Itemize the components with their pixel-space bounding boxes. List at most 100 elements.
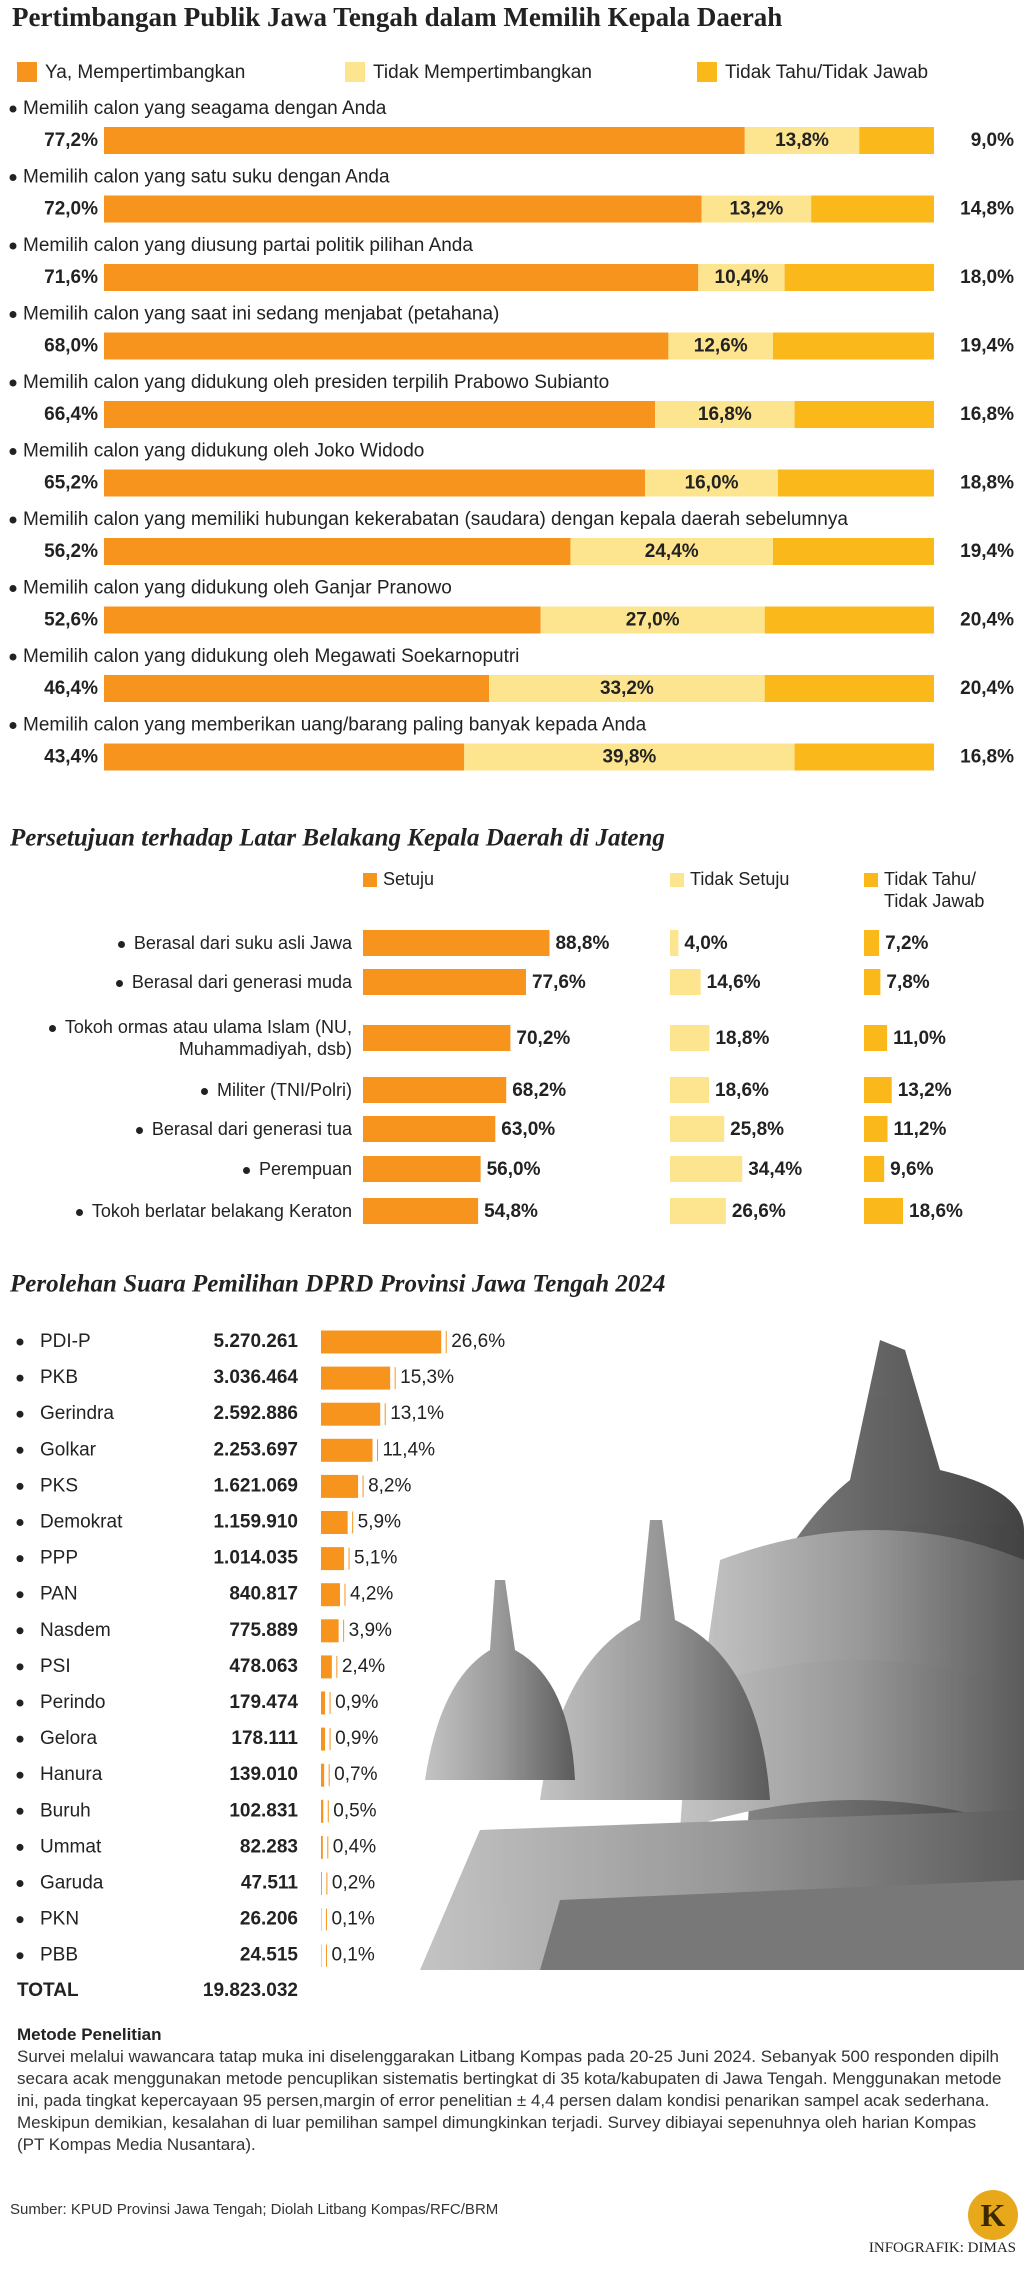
bar	[670, 1156, 743, 1182]
method-title: Metode Penelitian	[17, 2025, 162, 2044]
bar-segment	[645, 469, 778, 497]
value-label: 26,6%	[451, 1331, 505, 1352]
value-label: 15,3%	[400, 1367, 454, 1388]
bar	[864, 1077, 892, 1103]
bar	[363, 1198, 479, 1224]
value-label: 19,4%	[960, 336, 1014, 357]
bar	[363, 930, 550, 956]
legend-label: Tidak Tahu/Tidak Jawab	[725, 62, 928, 83]
bar-segment	[104, 606, 541, 634]
legend-swatch	[363, 873, 377, 887]
legend-swatch	[670, 873, 684, 887]
category-label: PAN	[40, 1584, 78, 1605]
category-label: PKN	[40, 1909, 79, 1930]
bar-segment	[540, 606, 765, 634]
bar	[363, 969, 526, 995]
value-label: 12,6%	[694, 336, 748, 357]
category-label: Memilih calon yang memberikan uang/baran…	[23, 715, 647, 736]
value-label: 18,6%	[715, 1080, 769, 1101]
value-label: 16,8%	[698, 404, 752, 425]
value-label: 20,4%	[960, 610, 1014, 631]
category-label: Memilih calon yang saat ini sedang menja…	[23, 304, 499, 325]
bullet	[16, 1627, 24, 1635]
bar-segment	[698, 264, 785, 291]
bar	[321, 1330, 442, 1354]
bar-segment	[772, 538, 934, 565]
value-label: 27,0%	[626, 610, 680, 631]
value-label: 0,9%	[335, 1728, 378, 1749]
value-label: 0,1%	[331, 1945, 374, 1966]
bar-segment	[668, 332, 773, 360]
category-label-box: Berasal dari generasi tua	[8, 1104, 352, 1154]
value-label: 8,2%	[368, 1475, 411, 1496]
value-label: 0,9%	[335, 1692, 378, 1713]
bar-segment	[464, 743, 795, 771]
bar	[864, 969, 881, 995]
chart-title: Pertimbangan Publik Jawa Tengah dalam Me…	[12, 2, 782, 32]
category-label: Memilih calon yang didukung oleh Joko Wi…	[23, 441, 424, 462]
bullet	[9, 174, 17, 181]
vote-count: 139.010	[229, 1764, 298, 1785]
value-label: 11,4%	[383, 1439, 436, 1460]
value-label: 18,0%	[960, 267, 1014, 288]
category-label: PBB	[40, 1945, 78, 1966]
bullet	[16, 1916, 24, 1924]
vote-count: 102.831	[229, 1800, 298, 1821]
bullet	[16, 1771, 24, 1779]
bar-segment	[764, 675, 934, 702]
value-label: 52,6%	[44, 610, 98, 631]
vote-count: 840.817	[229, 1584, 298, 1605]
category-label: Golkar	[40, 1439, 97, 1460]
value-label: 16,8%	[960, 747, 1014, 768]
bullet	[16, 1555, 24, 1563]
temple-illustration	[420, 1340, 1024, 1970]
value-label: 13,1%	[390, 1403, 444, 1424]
category-label-box: Berasal dari generasi muda	[8, 957, 352, 1007]
bullet	[16, 1519, 24, 1526]
value-label: 14,6%	[707, 972, 761, 993]
category-label: PPP	[40, 1548, 78, 1569]
bar-segment	[104, 264, 699, 291]
vote-count: 179.474	[229, 1692, 298, 1713]
value-label: 18,8%	[960, 473, 1014, 494]
bar	[321, 1402, 381, 1426]
source: Sumber: KPUD Provinsi Jawa Tengah; Diola…	[10, 2201, 499, 2218]
vote-count: 24.515	[240, 1945, 299, 1966]
bar	[321, 1511, 348, 1534]
value-label: 7,2%	[885, 933, 928, 954]
category-label: Memilih calon yang memiliki hubungan kek…	[23, 509, 848, 530]
bullet	[9, 379, 17, 387]
method: Metode Penelitian Survei melalui wawanca…	[17, 2024, 1007, 2156]
vote-count: 775.889	[229, 1620, 298, 1641]
category-label: Gerindra	[40, 1403, 114, 1424]
category-label: Berasal dari generasi muda	[116, 971, 352, 993]
bullet	[16, 1663, 24, 1671]
vote-count: 2.592.886	[213, 1403, 298, 1424]
bar	[363, 1025, 511, 1051]
method-text: Survei melalui wawancara tatap muka ini …	[17, 2047, 1002, 2154]
bullet	[16, 1338, 24, 1346]
logo: K	[968, 2190, 1018, 2240]
bar-segment	[570, 538, 773, 565]
bar	[321, 1547, 345, 1571]
category-label: Berasal dari generasi tua	[136, 1118, 352, 1140]
value-label: 43,4%	[44, 747, 98, 768]
value-label: 18,8%	[715, 1028, 769, 1049]
bullet	[16, 1699, 24, 1707]
value-label: 9,0%	[971, 130, 1014, 151]
legend-label-box: Setuju	[383, 869, 434, 889]
bar-segment	[811, 195, 934, 223]
bullet	[9, 448, 17, 455]
value-label: 24,4%	[645, 541, 699, 562]
value-label: 77,2%	[44, 130, 98, 151]
bullet	[9, 585, 17, 592]
category-label: Memilih calon yang diusung partai politi…	[23, 235, 473, 256]
category-label: Tokoh ormas atau ulama Islam (NU, Muhamm…	[8, 1016, 352, 1060]
legend-label-box: Tidak Setuju	[690, 869, 789, 889]
value-label: 0,4%	[333, 1836, 376, 1857]
value-label: 33,2%	[600, 678, 654, 699]
bullet	[16, 1880, 24, 1887]
vote-count: 478.063	[229, 1656, 298, 1677]
bar	[670, 1025, 710, 1051]
bar-segment	[794, 743, 934, 771]
